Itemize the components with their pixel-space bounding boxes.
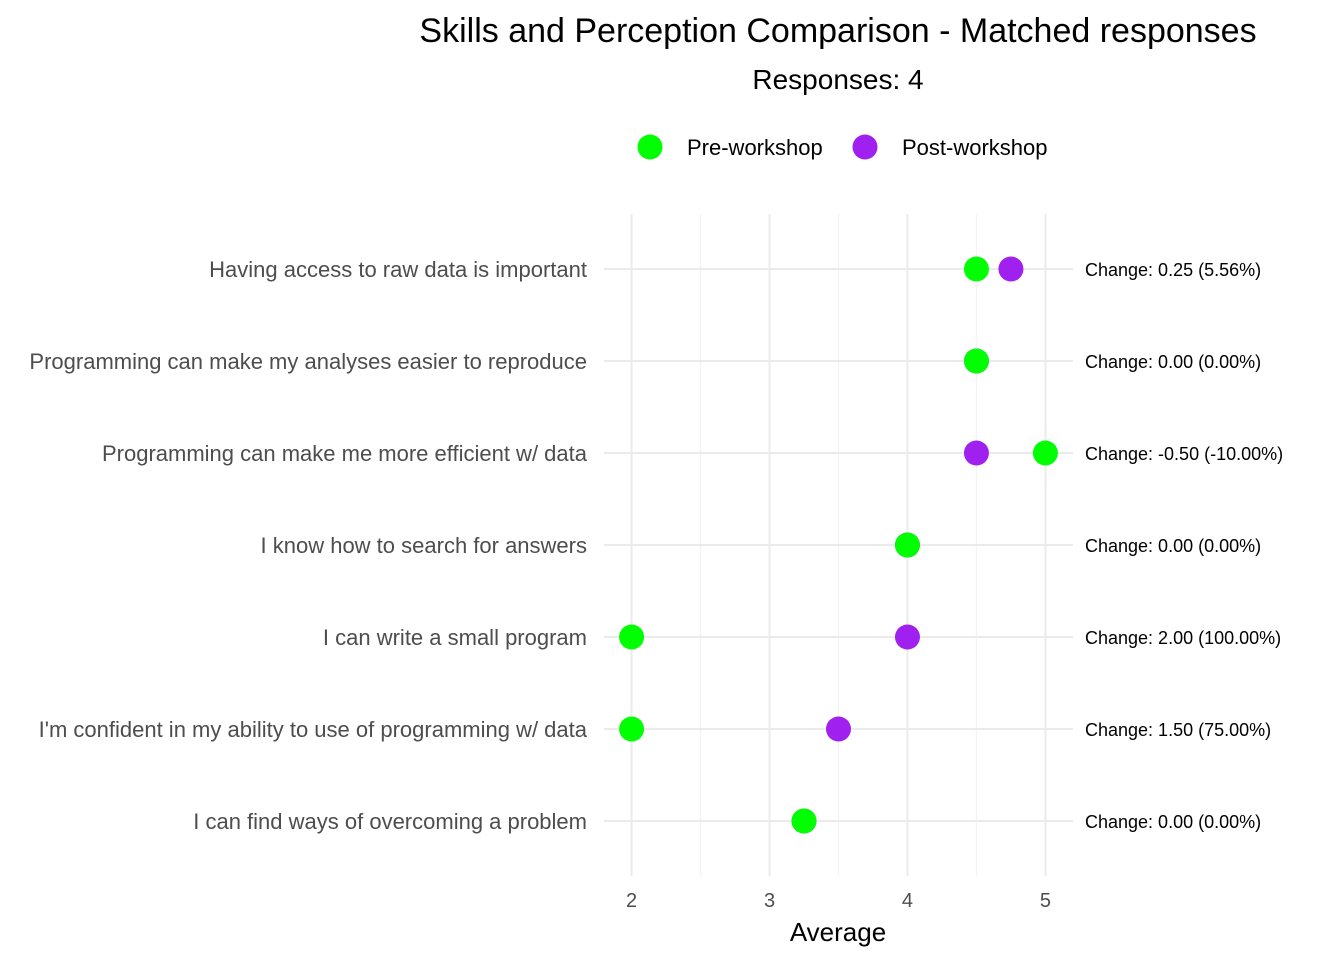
text-layer: Skills and Perception Comparison - Match… [419,12,1256,947]
change-annotations: Change: 0.25 (5.56%) Change: 0.00 (0.00%)… [1085,260,1283,832]
x-tick-label: 2 [626,890,637,912]
y-tick-label: I can write a small program [323,625,587,650]
pre-workshop-point [1032,440,1058,466]
pre-workshop-point [619,624,645,650]
x-tick-label: 4 [902,890,913,912]
pre-workshop-point [791,808,817,834]
points-layer [619,256,1058,834]
change-annotation: Change: 0.00 (0.00%) [1085,352,1261,372]
chart-title: Skills and Perception Comparison - Match… [419,12,1256,50]
pre-workshop-point [619,716,645,742]
y-axis-tick-labels: Having access to raw data is important Pr… [29,257,587,834]
x-axis-tick-labels: 2 3 4 5 [626,890,1051,912]
legend-pre-workshop-label: Pre-workshop [687,135,823,160]
post-workshop-point [998,256,1024,282]
y-tick-label: Having access to raw data is important [209,257,587,282]
pre-workshop-point [963,256,989,282]
change-annotation: Change: -0.50 (-10.00%) [1085,444,1283,464]
x-axis-label: Average [790,917,886,947]
post-workshop-point [894,624,920,650]
change-annotation: Change: 2.00 (100.00%) [1085,628,1281,648]
chart-subtitle: Responses: 4 [752,64,923,95]
y-tick-label: Programming can make my analyses easier … [29,349,587,374]
legend: Pre-workshop Post-workshop [637,134,1048,160]
legend-post-workshop-label: Post-workshop [902,135,1048,160]
grid-layer [604,214,1073,876]
legend-post-workshop-key [852,134,878,160]
change-annotation: Change: 0.25 (5.56%) [1085,260,1261,280]
change-annotation: Change: 1.50 (75.00%) [1085,720,1271,740]
change-annotation: Change: 0.00 (0.00%) [1085,536,1261,556]
legend-pre-workshop-key [637,134,663,160]
change-annotation: Change: 0.00 (0.00%) [1085,812,1261,832]
post-workshop-point [963,440,989,466]
pre-workshop-point [963,348,989,374]
y-tick-label: I'm confident in my ability to use of pr… [39,717,588,742]
y-tick-label: Programming can make me more efficient w… [102,441,588,466]
y-tick-label: I know how to search for answers [261,533,587,558]
post-workshop-point [826,716,851,742]
x-tick-label: 5 [1040,890,1051,912]
pre-workshop-point [894,532,920,558]
y-tick-label: I can find ways of overcoming a problem [193,809,587,834]
x-tick-label: 3 [764,890,775,912]
